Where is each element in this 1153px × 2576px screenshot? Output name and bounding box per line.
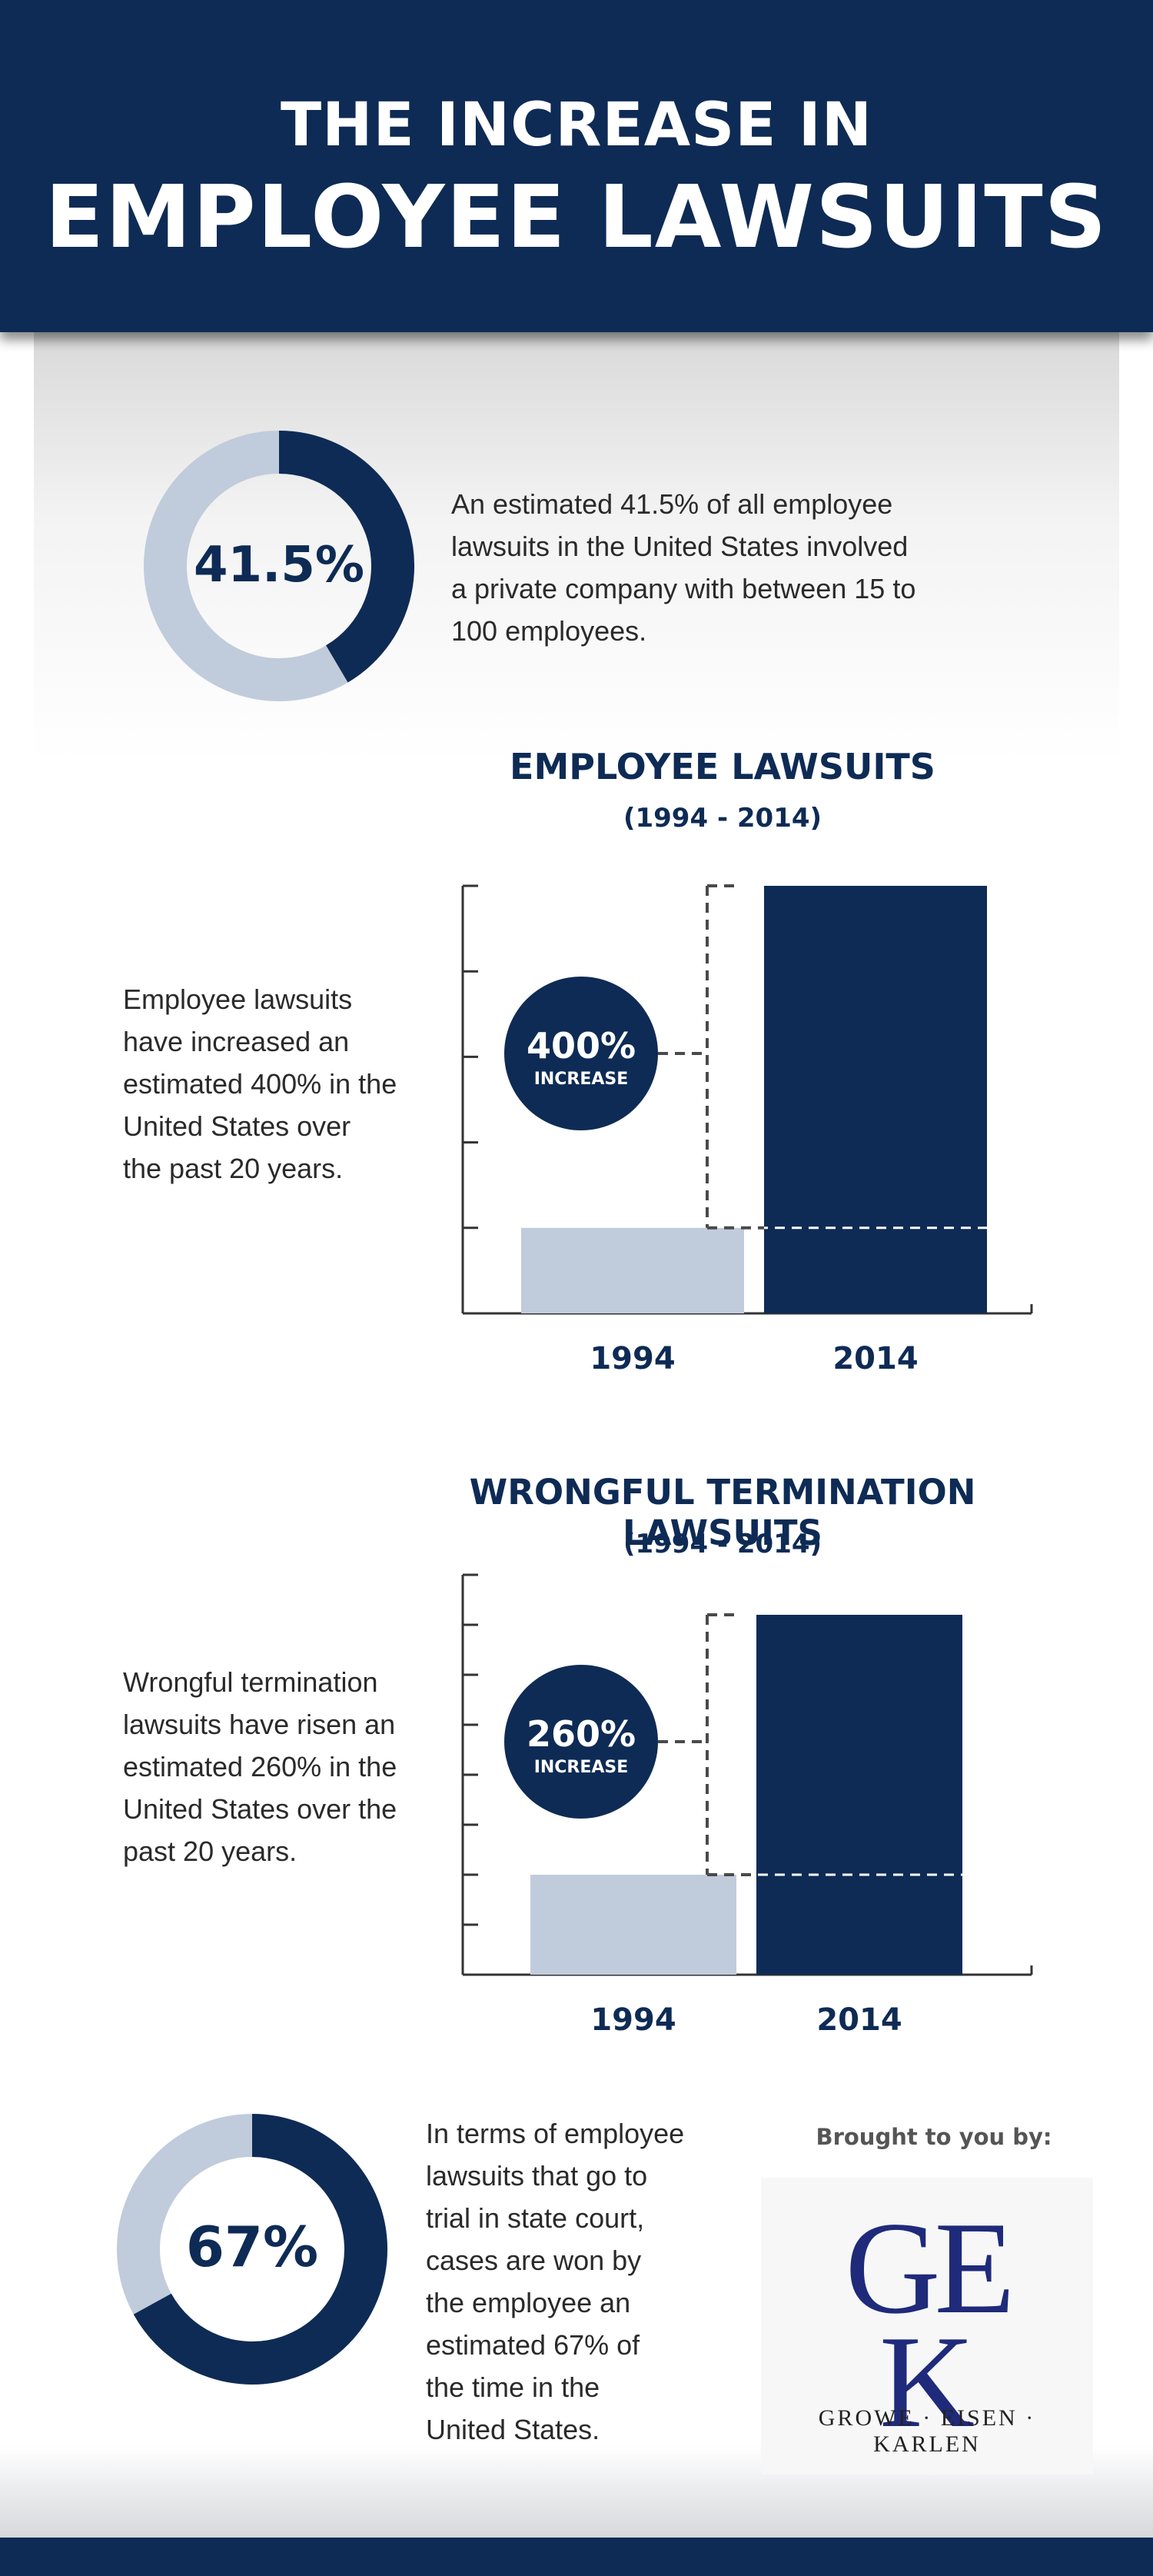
stat2-line: In terms of employee [426, 2118, 685, 2149]
chart1-line: have increased an [123, 1026, 350, 1057]
bar-1994 [530, 1875, 736, 1975]
chart1-line: Employee lawsuits [123, 983, 353, 1015]
chart2-line: past 20 years. [123, 1835, 297, 1867]
donut-value-label: 67% [186, 2215, 318, 2279]
chart2-line: United States over the [123, 1793, 397, 1825]
increase-badge-label: INCREASE [534, 1070, 629, 1089]
stat2-line: estimated 67% of [426, 2329, 640, 2361]
footer-bar [0, 2538, 1153, 2576]
stat1-line: lawsuits in the United States involved [451, 531, 909, 562]
stat1-line: 100 employees. [451, 615, 647, 647]
donut-value-label: 41.5% [194, 537, 364, 594]
chart1-line: United States over [123, 1110, 351, 1142]
bar-2014 [756, 1615, 962, 1975]
firm-logo: GE K GROWE · EISEN · KARLEN [761, 2178, 1093, 2474]
increase-badge-value: 260% [527, 1713, 636, 1755]
donut-value-arc [278, 431, 414, 683]
chart2-line: lawsuits have risen an [123, 1709, 396, 1740]
stat2-line: trial in state court, [426, 2202, 645, 2234]
stat2-line: the time in the [426, 2371, 600, 2403]
donut-chart-41-5: 41.5% [144, 431, 414, 701]
brought-to-you-label: Brought to you by: [816, 2124, 1052, 2150]
chart2-line: estimated 260% in the [123, 1751, 397, 1782]
donut-chart-67: 67% [117, 2114, 387, 2385]
increase-badge [504, 1665, 658, 1819]
stat2-description: In terms of employee lawsuits that go to… [426, 2112, 684, 2451]
x-tick-label: 1994 [590, 2002, 676, 2038]
increase-badge-value: 400% [527, 1025, 636, 1067]
chart1-subtitle: (1994 - 2014) [623, 803, 822, 834]
x-tick-label: 2014 [832, 1341, 918, 1376]
header-banner: THE INCREASE IN EMPLOYEE LAWSUITS [0, 0, 1153, 332]
x-tick-label: 2014 [816, 2002, 902, 2038]
stat2-line: United States. [426, 2414, 600, 2445]
chart2-description: Wrongful termination lawsuits have risen… [123, 1661, 397, 1872]
donut-value-arc [133, 2114, 387, 2385]
bar-2014 [764, 886, 987, 1313]
chart2-title: WRONGFUL TERMINATION LAWSUITS [469, 1472, 976, 1553]
stat2-line: cases are won by [426, 2245, 642, 2276]
wrongful-termination-bar-chart: 1994 2014 260% INCREASE [461, 1573, 1033, 2038]
header-title-line2: EMPLOYEE LAWSUITS [45, 168, 1108, 268]
x-tick-label: 1994 [590, 1341, 675, 1376]
logo-monogram-bottom: K [879, 2309, 975, 2455]
stat2-line: the employee an [426, 2287, 631, 2318]
increase-badge [504, 977, 658, 1130]
chart1-title: EMPLOYEE LAWSUITS [510, 746, 935, 787]
employee-lawsuits-bar-chart: 1994 2014 400% INCREASE [461, 884, 1033, 1376]
chart1-line: estimated 400% in the [123, 1068, 397, 1100]
stat1-line: An estimated 41.5% of all employee [451, 488, 893, 520]
chart2-subtitle: (1994 - 2014) [623, 1529, 822, 1559]
chart1-line: the past 20 years. [123, 1153, 344, 1184]
logo-monogram-top: GE [845, 2195, 1015, 2341]
stat2-line: lawsuits that go to [426, 2160, 648, 2192]
logo-firm-name: GROWE · EISEN · KARLEN [818, 2405, 1036, 2457]
chart2-line: Wrongful termination [123, 1666, 378, 1698]
increase-badge-label: INCREASE [534, 1758, 629, 1777]
stat1-description: An estimated 41.5% of all employee lawsu… [451, 483, 915, 652]
bar-1994 [521, 1227, 744, 1313]
stat1-line: a private company with between 15 to [451, 573, 916, 604]
header-title-line1: THE INCREASE IN [280, 91, 873, 160]
chart1-description: Employee lawsuits have increased an esti… [123, 978, 397, 1190]
